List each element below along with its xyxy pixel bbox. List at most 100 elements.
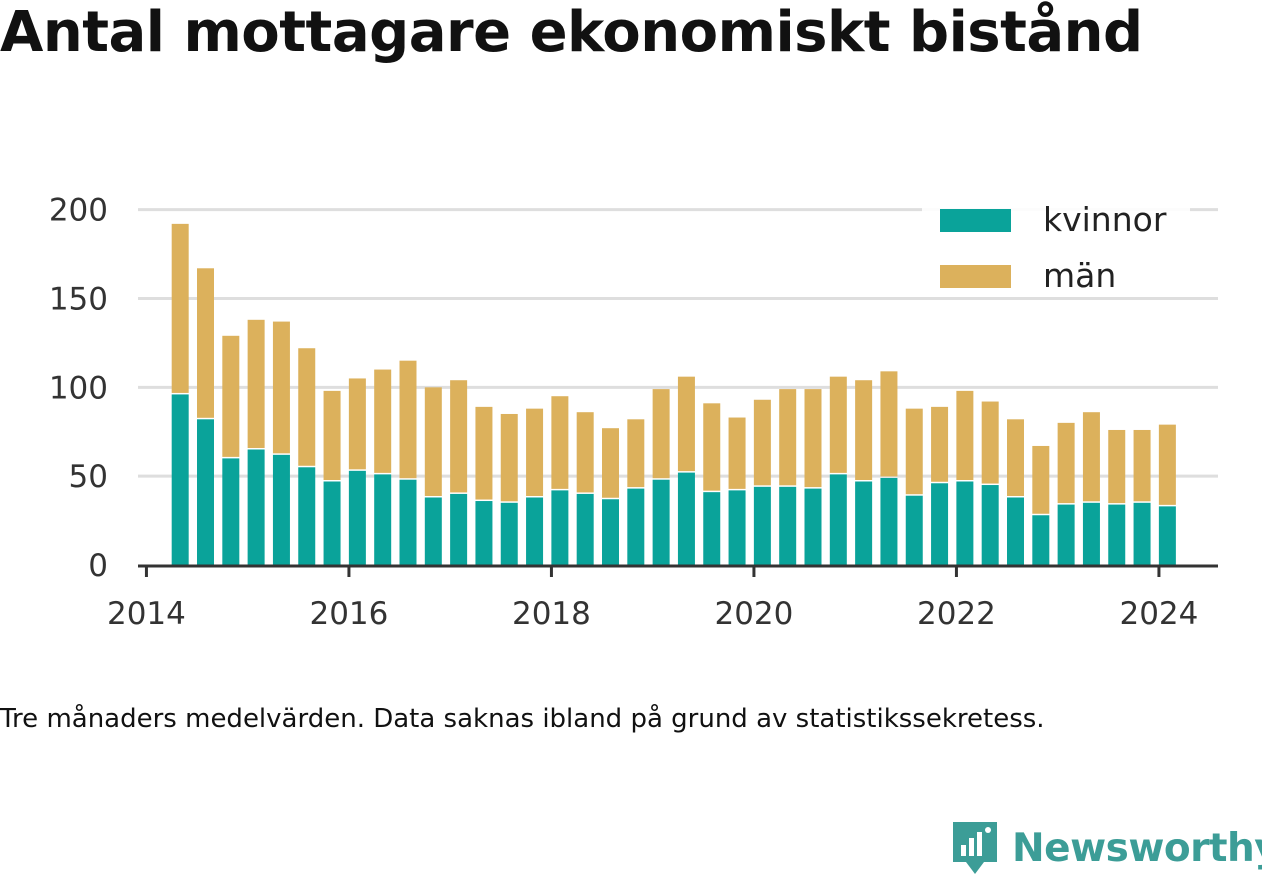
bar-series — [171, 223, 1176, 565]
bar-kvinnor-2018-08 — [602, 499, 619, 565]
bar-män-2020-11 — [829, 376, 847, 473]
x-axis: 2014 2016 2018 2020 2022 2024 — [107, 566, 1198, 632]
x-tick-label: 2014 — [107, 596, 186, 632]
bar-män-2018-08 — [602, 428, 619, 498]
bar-män-2022-11 — [1032, 445, 1050, 514]
x-tick-label: 2020 — [714, 596, 793, 632]
bar-kvinnor-2024-02 — [1158, 506, 1176, 565]
bar-män-2019-05 — [677, 376, 695, 472]
bar-kvinnor-2016-11 — [424, 497, 442, 565]
bar-kvinnor-2023-11 — [1133, 502, 1151, 565]
bar-män-2023-05 — [1082, 412, 1100, 502]
bar-kvinnor-2021-05 — [880, 477, 898, 565]
bar-kvinnor-2017-08 — [500, 502, 518, 565]
bar-kvinnor-2018-05 — [576, 493, 594, 565]
bar-kvinnor-2019-05 — [677, 472, 695, 565]
bar-kvinnor-2020-11 — [829, 474, 847, 565]
bar-män-2019-08 — [703, 403, 721, 491]
x-tick-label: 2016 — [309, 596, 388, 632]
footnote: Tre månaders medelvärden. Data saknas ib… — [0, 704, 1045, 734]
bar-män-2022-08 — [1007, 419, 1024, 496]
bar-kvinnor-2019-02 — [652, 479, 670, 565]
x-tick-label: 2022 — [917, 596, 996, 632]
bar-kvinnor-2020-02 — [753, 486, 771, 565]
bar-kvinnor-2022-05 — [981, 485, 999, 565]
chart-title: Antal mottagare ekonomiskt bistånd — [0, 0, 1143, 65]
bar-män-2014-08 — [197, 268, 214, 418]
bar-kvinnor-2015-02 — [247, 449, 265, 565]
bar-män-2015-05 — [272, 321, 290, 454]
y-axis: 0 50 100 150 200 — [49, 193, 108, 584]
bar-män-2020-05 — [779, 389, 797, 486]
bar-män-2018-05 — [576, 412, 594, 493]
legend-swatch-kvinnor — [940, 209, 1011, 232]
bar-män-2021-11 — [931, 406, 949, 482]
bar-kvinnor-2023-08 — [1108, 504, 1126, 565]
bar-kvinnor-2014-08 — [197, 419, 214, 565]
bar-kvinnor-2015-08 — [298, 467, 316, 565]
bar-kvinnor-2022-02 — [956, 481, 974, 565]
x-tick-label: 2018 — [512, 596, 591, 632]
bar-män-2022-05 — [981, 401, 999, 484]
bar-män-2016-05 — [374, 369, 392, 473]
bar-män-2014-11 — [222, 335, 240, 457]
bar-kvinnor-2020-05 — [779, 486, 797, 565]
bar-kvinnor-2018-11 — [627, 488, 645, 565]
legend-label-kvinnor: kvinnor — [1043, 200, 1167, 239]
bar-kvinnor-2023-05 — [1082, 502, 1100, 565]
bar-kvinnor-2023-02 — [1057, 504, 1075, 565]
bar-män-2023-11 — [1133, 429, 1151, 502]
brand-logo[interactable]: Newsworthy — [950, 818, 1262, 878]
bar-kvinnor-2016-08 — [399, 479, 417, 565]
y-tick-label: 150 — [49, 281, 108, 317]
y-tick-label: 0 — [88, 548, 108, 584]
newsworthy-chart-badge-icon — [953, 822, 997, 874]
bar-kvinnor-2019-11 — [728, 490, 746, 565]
bar-män-2014-05 — [171, 223, 189, 393]
bar-kvinnor-2016-05 — [374, 474, 392, 565]
y-tick-label: 100 — [49, 370, 108, 406]
brand-name: Newsworthy — [1012, 825, 1262, 871]
bar-män-2021-08 — [905, 408, 923, 495]
bar-kvinnor-2022-08 — [1007, 497, 1024, 565]
bar-män-2021-02 — [855, 380, 873, 480]
legend-label-män: män — [1043, 256, 1116, 295]
y-tick-label: 200 — [49, 193, 108, 229]
bar-män-2021-05 — [880, 371, 898, 477]
bar-män-2017-08 — [500, 413, 518, 502]
bar-män-2015-02 — [247, 319, 265, 449]
bar-män-2018-02 — [551, 396, 569, 489]
bar-män-2023-08 — [1108, 429, 1126, 504]
bar-män-2022-02 — [956, 390, 974, 480]
bar-kvinnor-2014-11 — [222, 458, 240, 565]
bar-män-2023-02 — [1057, 422, 1075, 504]
bar-kvinnor-2017-11 — [526, 497, 544, 565]
y-tick-label: 50 — [69, 459, 108, 495]
bar-män-2017-05 — [475, 406, 493, 500]
bar-kvinnor-2019-08 — [703, 492, 721, 565]
bar-män-2016-08 — [399, 360, 417, 479]
x-tick-label: 2024 — [1119, 596, 1198, 632]
bar-kvinnor-2021-08 — [905, 495, 923, 565]
bar-män-2024-02 — [1158, 424, 1176, 505]
bar-män-2020-08 — [804, 389, 822, 488]
bar-män-2015-08 — [298, 348, 316, 466]
bar-kvinnor-2020-08 — [804, 488, 822, 565]
bar-män-2017-02 — [450, 380, 468, 493]
bar-kvinnor-2018-02 — [551, 490, 569, 565]
bar-män-2019-02 — [652, 389, 670, 479]
legend: kvinnor män — [922, 196, 1190, 295]
bar-män-2019-11 — [728, 417, 746, 489]
bar-män-2015-11 — [323, 390, 341, 480]
bar-män-2020-02 — [753, 399, 771, 486]
bar-män-2016-02 — [348, 378, 366, 470]
bar-kvinnor-2022-11 — [1032, 515, 1050, 565]
bar-kvinnor-2014-05 — [171, 394, 189, 565]
legend-swatch-män — [940, 265, 1011, 288]
bar-kvinnor-2017-02 — [450, 493, 468, 565]
bar-män-2016-11 — [424, 387, 442, 496]
bar-kvinnor-2015-05 — [272, 454, 290, 565]
bar-kvinnor-2021-02 — [855, 481, 873, 565]
chart-area: 2014 2016 2018 2020 2022 2024 0 50 100 150 200 kv… — [49, 193, 1218, 632]
bar-kvinnor-2015-11 — [323, 481, 341, 565]
